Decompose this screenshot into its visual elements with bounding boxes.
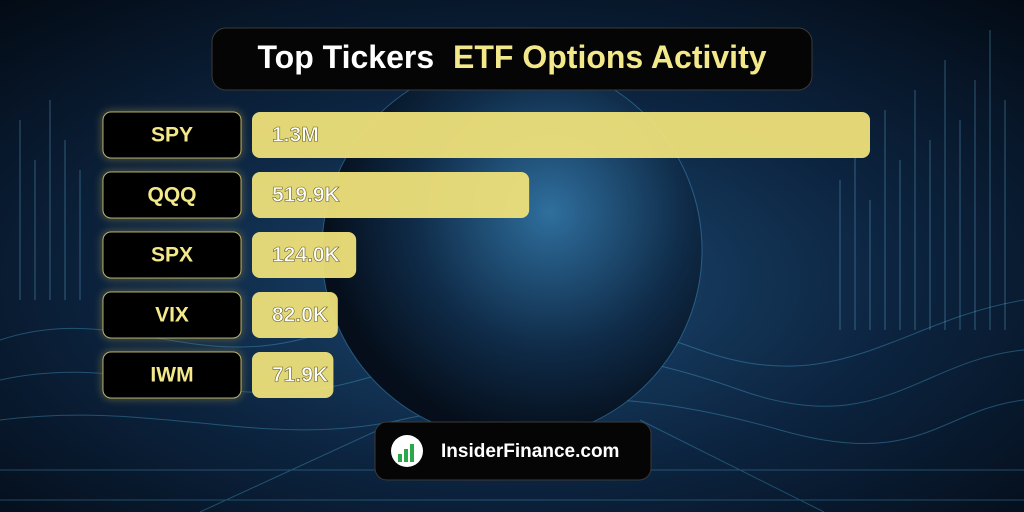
category-label: IWM — [150, 364, 193, 387]
value-label: 124.0K — [272, 244, 340, 267]
bar — [252, 112, 870, 158]
ticker-box — [102, 111, 242, 159]
category-label: VIX — [155, 304, 189, 327]
category-label: SPX — [151, 244, 193, 267]
ticker-box — [102, 351, 242, 399]
decor-spikes — [19, 30, 1006, 330]
bar — [252, 292, 338, 338]
footer-text: InsiderFinance.com — [441, 441, 619, 462]
title-main: Top Tickers — [257, 39, 434, 75]
title-highlight: ETF Options Activity — [453, 39, 767, 75]
value-label: 1.3M — [272, 124, 319, 147]
value-label: 71.9K — [272, 364, 328, 387]
logo-bars — [398, 444, 414, 462]
ticker-box — [102, 171, 242, 219]
value-label: 519.9K — [272, 184, 340, 207]
bar — [252, 232, 357, 278]
bar — [252, 172, 530, 218]
bar — [252, 352, 334, 398]
value-label: 82.0K — [272, 304, 328, 327]
title-box — [211, 27, 813, 91]
ticker-box — [102, 231, 242, 279]
bars: SPY 1.3M QQQ 519.9K SPX 124.0K VIX 82.0K IWM 71.9… — [102, 111, 870, 399]
footer-box — [374, 421, 652, 481]
ticker-box — [102, 291, 242, 339]
category-label: SPY — [151, 124, 193, 147]
chart-title: Top Tickers ETF Options Activity — [257, 39, 766, 75]
category-label: QQQ — [147, 184, 196, 207]
